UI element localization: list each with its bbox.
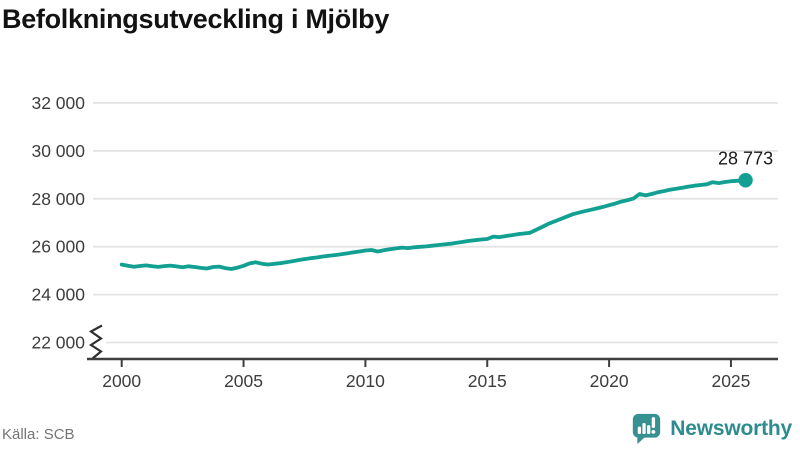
y-tick-label: 24 000 bbox=[31, 285, 85, 305]
x-tick-label: 2005 bbox=[224, 371, 263, 391]
y-tick-label: 28 000 bbox=[31, 189, 85, 209]
y-tick-label: 30 000 bbox=[31, 141, 85, 161]
y-tick-label: 22 000 bbox=[31, 333, 85, 353]
y-tick-label: 32 000 bbox=[31, 93, 85, 113]
brand-name: Newsworthy bbox=[670, 416, 792, 440]
y-tick-label: 26 000 bbox=[31, 237, 85, 257]
brand-lockup: Newsworthy bbox=[631, 412, 792, 445]
bar-chart-speech-bubble-icon bbox=[633, 413, 661, 444]
population-line bbox=[119, 178, 748, 271]
population-line-chart: 22 000 24 000 26 000 28 000 30 000 32 000 2000… bbox=[31, 93, 778, 391]
x-tick-label: 2025 bbox=[711, 371, 750, 391]
chart-title: Befolkningsutveckling i Mjölby bbox=[2, 4, 390, 34]
source-label: Källa: SCB bbox=[2, 426, 75, 443]
x-tick-label: 2015 bbox=[468, 371, 507, 391]
x-tick-label: 2020 bbox=[590, 371, 629, 391]
end-value-label: 28 773 bbox=[718, 148, 773, 168]
axis-break-icon bbox=[88, 324, 103, 360]
x-tick-label: 2000 bbox=[102, 371, 141, 391]
end-point-marker bbox=[738, 173, 753, 188]
x-tick-label: 2010 bbox=[346, 371, 385, 391]
